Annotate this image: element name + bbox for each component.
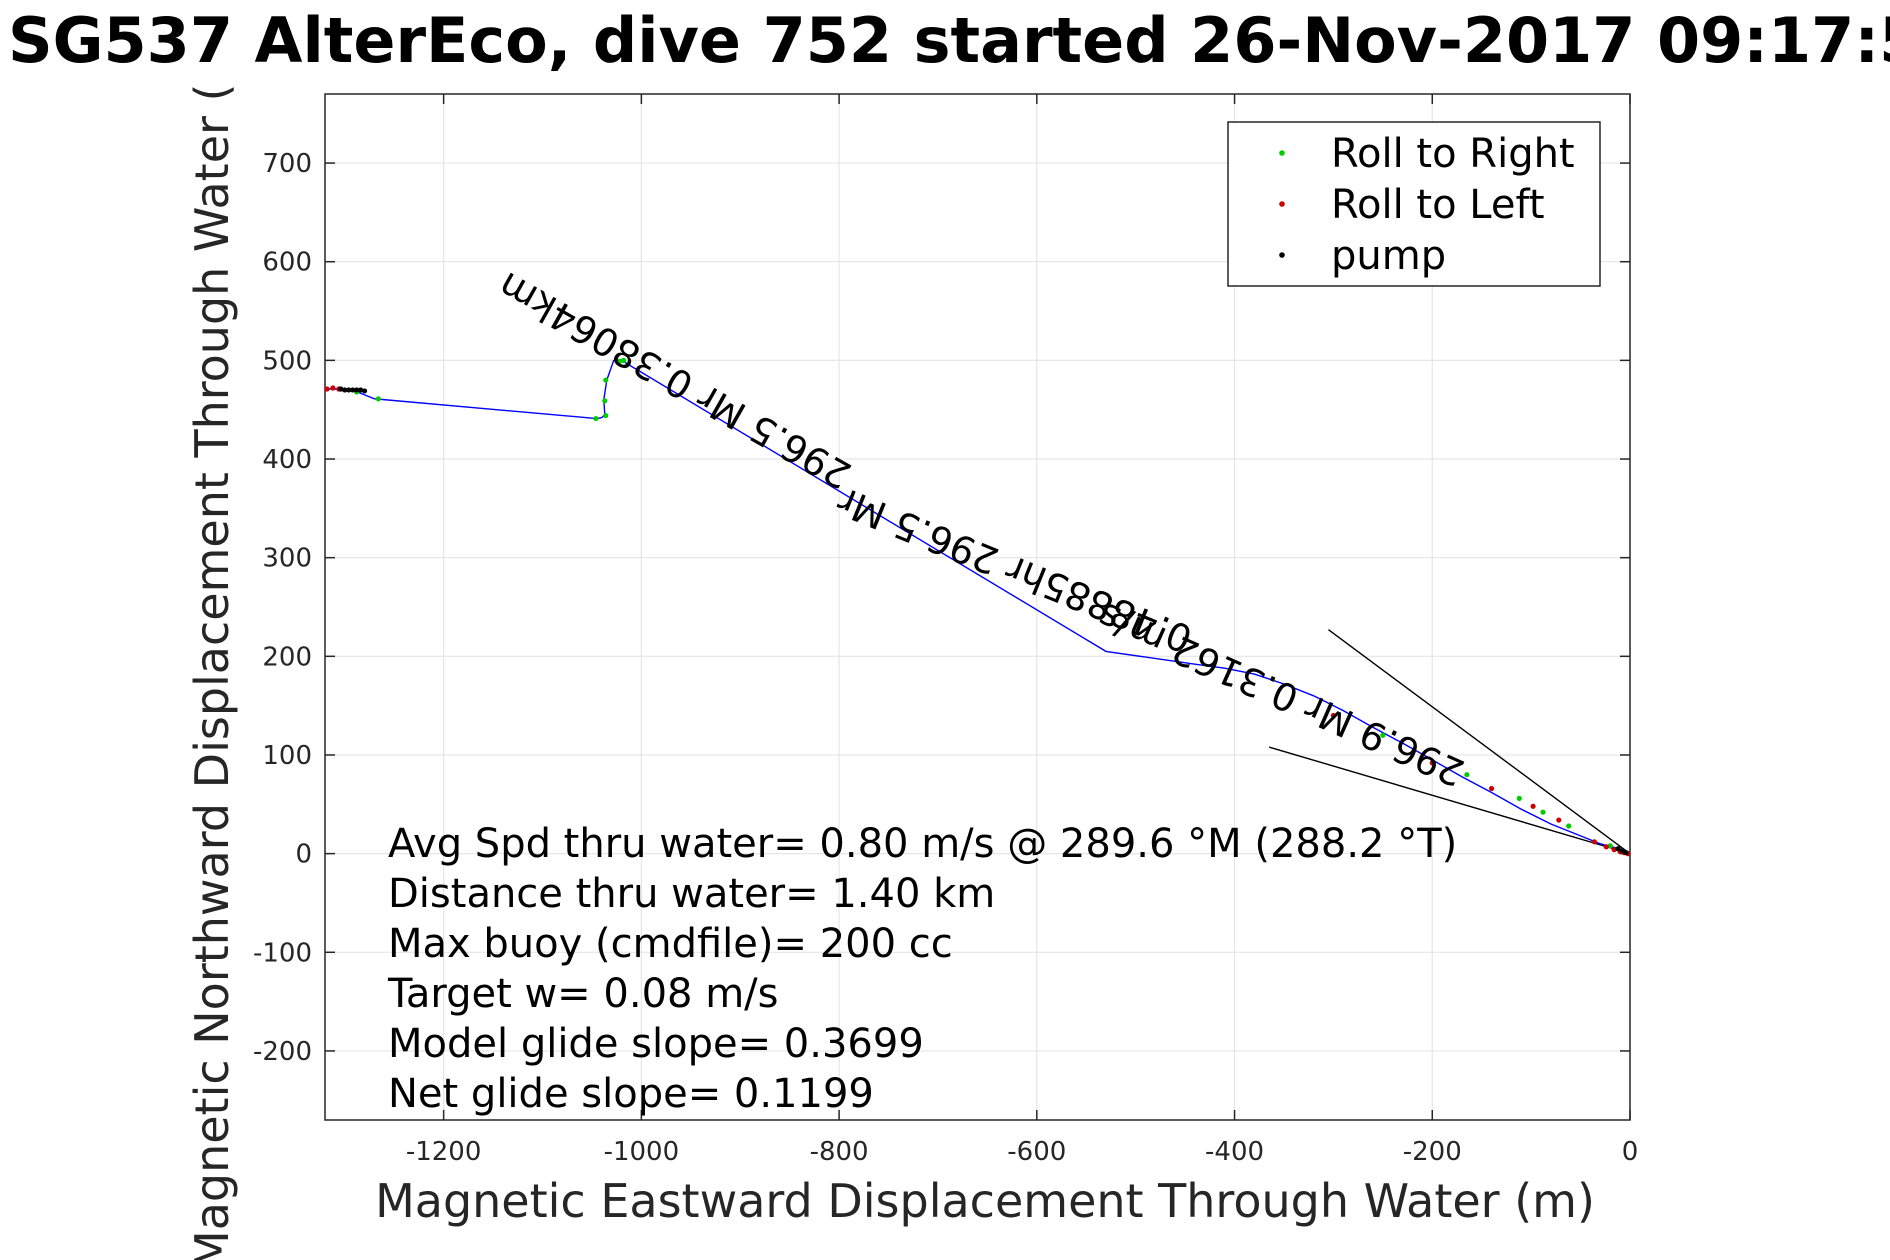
x-tick-label: -600 xyxy=(1007,1137,1066,1167)
legend-marker xyxy=(1279,252,1285,258)
y-tick-label: -100 xyxy=(253,938,312,968)
stat-line: Avg Spd thru water= 0.80 m/s @ 289.6 °M … xyxy=(388,821,1457,867)
roll-right-point xyxy=(1607,843,1613,849)
legend-marker xyxy=(1279,201,1285,207)
roll-right-point xyxy=(603,377,609,383)
y-tick-label: 700 xyxy=(262,149,312,179)
roll-left-point xyxy=(1611,847,1617,853)
pump-point xyxy=(346,387,352,393)
x-tick-label: -200 xyxy=(1403,1137,1462,1167)
axis-ticks: -1200 -1000 -800 -600 -400 -200 0-200-10001002… xyxy=(253,94,1638,1167)
roll-right-point xyxy=(1516,795,1522,801)
roll-right-point xyxy=(617,358,623,364)
guide-line xyxy=(1328,629,1631,855)
roll-right-point xyxy=(375,396,381,402)
stat-line: Net glide slope= 0.1199 xyxy=(388,1071,874,1117)
y-tick-label: -200 xyxy=(253,1037,312,1067)
roll-right-point xyxy=(1464,772,1470,778)
x-tick-label: -1200 xyxy=(406,1137,482,1167)
pump-point xyxy=(1619,848,1625,854)
roll-left-point xyxy=(1429,760,1435,766)
roll-left-point xyxy=(1530,803,1536,809)
pump-point xyxy=(342,387,348,393)
roll-left-point xyxy=(1556,817,1562,823)
x-tick-label: -1000 xyxy=(604,1137,680,1167)
track-annotation: 296.9 Mr 0.3162 m/s xyxy=(1091,594,1471,795)
pump-point xyxy=(338,386,344,392)
stat-line: Model glide slope= 0.3699 xyxy=(388,1021,924,1067)
roll-right-point xyxy=(620,357,627,363)
pump-point xyxy=(354,387,360,393)
pump-point xyxy=(361,388,368,394)
stats-block: Avg Spd thru water= 0.80 m/s @ 289.6 °M … xyxy=(387,821,1457,1117)
pump-point xyxy=(350,387,356,393)
x-tick-label: -400 xyxy=(1205,1137,1264,1167)
y-tick-label: 100 xyxy=(262,741,312,771)
legend: Roll to Right Roll to Left pump xyxy=(1227,121,1601,287)
stat-line: Distance thru water= 1.40 km xyxy=(388,871,995,917)
guide-lines xyxy=(1268,629,1631,855)
roll-left-point xyxy=(1488,785,1495,792)
roll-right-point xyxy=(593,415,599,422)
y-tick-label: 200 xyxy=(262,642,312,672)
track-annotation: 296.5 Mr 0.38064km xyxy=(491,263,859,497)
y-tick-label: 300 xyxy=(262,544,312,574)
roll-left-point xyxy=(1330,712,1337,719)
roll-right-point xyxy=(1540,809,1546,815)
roll-left-point xyxy=(1603,844,1609,850)
pump-point xyxy=(1615,846,1621,852)
y-tick-label: 0 xyxy=(295,840,312,870)
legend-label: Roll to Left xyxy=(1331,182,1545,228)
legend-marker xyxy=(1279,150,1285,156)
roll-right-point xyxy=(603,413,609,419)
x-tick-label: 0 xyxy=(1622,1137,1639,1167)
legend-box xyxy=(1227,121,1601,287)
pump-point xyxy=(357,387,364,393)
stat-line: Target w= 0.08 m/s xyxy=(387,971,778,1017)
roll-left-point xyxy=(324,386,330,392)
y-tick-label: 400 xyxy=(262,445,312,475)
roll-right-point xyxy=(602,398,608,404)
chart-title: SG537 AlterEco, dive 752 started 26-Nov-… xyxy=(8,4,1890,77)
pump-point xyxy=(1623,850,1629,856)
plot-area xyxy=(324,93,1631,1121)
y-tick-label: 500 xyxy=(262,346,312,376)
x-axis-label: Magnetic Eastward Displacement Through W… xyxy=(375,1174,1595,1228)
data-points xyxy=(324,357,1631,857)
y-tick-label: 600 xyxy=(262,248,312,278)
y-axis-label: Magnetic Northward Displacement Through … xyxy=(185,84,239,1260)
legend-label: Roll to Right xyxy=(1331,131,1575,177)
roll-right-point xyxy=(1380,732,1386,738)
guide-line xyxy=(1268,746,1631,855)
roll-left-point xyxy=(1591,839,1598,845)
legend-label: pump xyxy=(1331,233,1446,279)
stat-line: Max buoy (cmdfile)= 200 cc xyxy=(388,921,953,967)
roll-right-point xyxy=(1566,823,1572,829)
x-tick-label: -800 xyxy=(810,1137,869,1167)
roll-left-point xyxy=(330,385,336,391)
